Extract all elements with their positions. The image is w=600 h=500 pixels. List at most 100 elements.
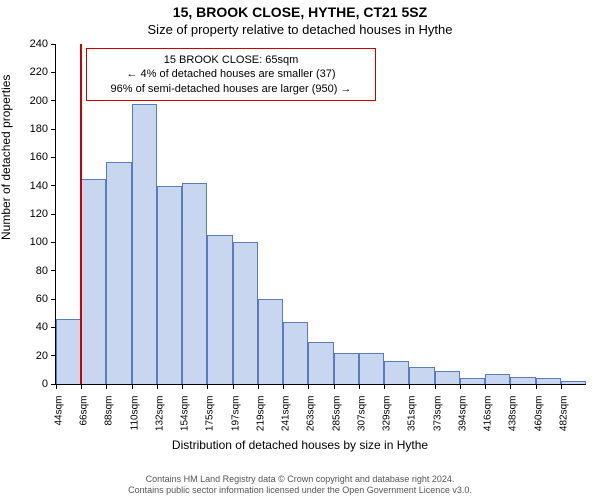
y-tick-label: 0 <box>42 378 48 390</box>
chart-title-desc: Size of property relative to detached ho… <box>0 22 600 37</box>
y-tick-label: 200 <box>30 95 48 107</box>
x-tick-label: 394sqm <box>457 396 468 432</box>
x-tick-label: 285sqm <box>331 396 342 432</box>
x-tick <box>435 384 436 389</box>
x-tick <box>283 384 284 389</box>
x-tick-label: 154sqm <box>180 396 191 432</box>
y-tick <box>51 44 56 45</box>
bar <box>207 235 232 384</box>
bar <box>435 371 460 384</box>
y-tick <box>51 129 56 130</box>
info-line-1: 15 BROOK CLOSE: 65sqm <box>95 53 367 67</box>
y-tick-label: 120 <box>30 208 48 220</box>
bar <box>233 242 258 384</box>
x-tick <box>384 384 385 389</box>
y-tick-label: 100 <box>30 236 48 248</box>
x-tick <box>106 384 107 389</box>
x-tick <box>536 384 537 389</box>
bar <box>561 381 586 384</box>
x-tick <box>157 384 158 389</box>
reference-line <box>80 44 82 384</box>
x-tick <box>308 384 309 389</box>
x-tick <box>258 384 259 389</box>
y-tick <box>51 157 56 158</box>
x-tick <box>334 384 335 389</box>
info-line-3: 96% of semi-detached houses are larger (… <box>95 82 367 96</box>
x-tick-label: 241sqm <box>281 396 292 432</box>
bar <box>106 162 131 384</box>
bar <box>258 299 283 384</box>
y-axis-label: Number of detached properties <box>0 75 13 240</box>
bar <box>308 342 333 385</box>
bar <box>132 104 157 385</box>
x-tick <box>409 384 410 389</box>
x-tick <box>460 384 461 389</box>
bar <box>460 378 485 384</box>
y-tick <box>51 185 56 186</box>
x-tick <box>182 384 183 389</box>
x-tick-label: 416sqm <box>483 396 494 432</box>
y-tick-label: 240 <box>30 38 48 50</box>
bar <box>359 353 384 384</box>
x-tick-label: 44sqm <box>54 396 65 426</box>
x-tick <box>359 384 360 389</box>
x-tick-label: 373sqm <box>432 396 443 432</box>
bar <box>283 322 308 384</box>
x-tick <box>81 384 82 389</box>
bar <box>510 377 535 384</box>
x-tick-label: 197sqm <box>230 396 241 432</box>
bar <box>182 183 207 384</box>
y-tick <box>51 355 56 356</box>
info-line-2: ← 4% of detached houses are smaller (37) <box>95 67 367 81</box>
x-tick-label: 219sqm <box>255 396 266 432</box>
x-tick-label: 351sqm <box>407 396 418 432</box>
y-tick <box>51 270 56 271</box>
y-tick-label: 60 <box>36 293 48 305</box>
y-tick <box>51 100 56 101</box>
y-tick-label: 140 <box>30 180 48 192</box>
y-tick <box>51 299 56 300</box>
x-tick-label: 110sqm <box>129 396 140 431</box>
bar <box>81 179 106 384</box>
y-tick <box>51 327 56 328</box>
x-tick-label: 132sqm <box>154 396 165 432</box>
bar <box>485 374 510 384</box>
x-tick <box>207 384 208 389</box>
y-tick-label: 40 <box>36 321 48 333</box>
bar <box>334 353 359 384</box>
x-tick <box>56 384 57 389</box>
y-tick-label: 180 <box>30 123 48 135</box>
footer-attribution: Contains HM Land Registry data © Crown c… <box>0 474 600 496</box>
y-tick <box>51 214 56 215</box>
y-tick-label: 20 <box>36 350 48 362</box>
chart-title-address: 15, BROOK CLOSE, HYTHE, CT21 5SZ <box>0 4 600 20</box>
y-tick-label: 80 <box>36 265 48 277</box>
x-tick <box>485 384 486 389</box>
bar <box>409 367 434 384</box>
x-tick-label: 482sqm <box>558 396 569 432</box>
info-box: 15 BROOK CLOSE: 65sqm ← 4% of detached h… <box>86 48 376 101</box>
x-axis-label: Distribution of detached houses by size … <box>0 438 600 452</box>
bar <box>157 186 182 384</box>
bar <box>384 361 409 384</box>
x-tick-label: 438sqm <box>508 396 519 432</box>
chart-plot-area: 15 BROOK CLOSE: 65sqm ← 4% of detached h… <box>55 44 586 385</box>
y-tick-label: 220 <box>30 66 48 78</box>
x-tick-label: 66sqm <box>79 396 90 426</box>
x-tick <box>561 384 562 389</box>
bar <box>536 378 561 384</box>
y-tick-label: 160 <box>30 151 48 163</box>
x-tick-label: 307sqm <box>356 396 367 432</box>
x-tick-label: 88sqm <box>104 396 115 426</box>
x-tick <box>510 384 511 389</box>
y-tick <box>51 72 56 73</box>
x-tick-label: 175sqm <box>205 396 216 432</box>
x-tick <box>132 384 133 389</box>
x-tick-label: 460sqm <box>533 396 544 432</box>
footer-line-1: Contains HM Land Registry data © Crown c… <box>0 474 600 485</box>
x-tick-label: 263sqm <box>306 396 317 432</box>
bar <box>56 319 81 384</box>
x-tick <box>233 384 234 389</box>
footer-line-2: Contains public sector information licen… <box>0 485 600 496</box>
y-tick <box>51 242 56 243</box>
